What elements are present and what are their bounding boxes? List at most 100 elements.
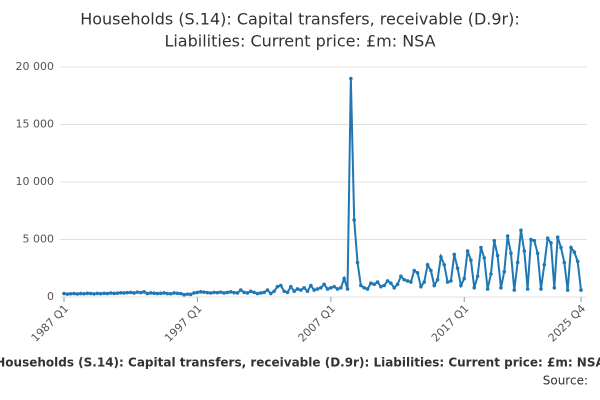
data-point: [399, 274, 403, 279]
data-point: [292, 289, 296, 294]
data-point: [452, 252, 457, 257]
data-point: [335, 287, 340, 291]
data-point: [432, 283, 437, 288]
data-point: [258, 291, 263, 295]
data-point: [228, 290, 233, 294]
data-point: [512, 288, 517, 292]
data-point: [295, 287, 300, 291]
data-point: [485, 287, 490, 291]
x-tick-label: 1987 Q1: [29, 302, 72, 345]
data-point: [218, 290, 223, 294]
data-point: [312, 288, 316, 292]
data-point: [402, 277, 407, 282]
data-point: [65, 292, 70, 296]
data-point: [429, 268, 433, 273]
data-point: [455, 266, 460, 271]
data-point: [272, 289, 276, 294]
data-point: [412, 268, 417, 273]
x-tick-label: 1997 Q1: [162, 302, 205, 345]
data-point: [305, 289, 310, 294]
data-point: [435, 277, 440, 282]
data-point: [542, 263, 547, 267]
data-point: [479, 245, 483, 250]
data-point: [459, 283, 463, 288]
data-point: [195, 290, 200, 295]
data-point: [75, 292, 80, 296]
y-tick-label: 20 000: [16, 60, 55, 73]
data-point: [325, 287, 330, 291]
data-point: [472, 286, 477, 290]
data-point: [469, 258, 473, 263]
data-point: [188, 292, 193, 297]
data-point: [419, 284, 423, 289]
data-point: [442, 263, 447, 267]
data-point: [238, 288, 243, 292]
data-point: [122, 291, 126, 295]
data-point: [138, 290, 143, 295]
data-point: [148, 291, 153, 295]
data-point: [315, 287, 320, 291]
data-point: [82, 291, 86, 296]
data-point: [329, 286, 333, 290]
data-point: [192, 291, 196, 295]
data-point: [389, 281, 393, 286]
data-point: [319, 286, 323, 290]
data-point: [445, 280, 450, 284]
data-point: [465, 249, 470, 253]
data-point: [415, 271, 420, 275]
data-point: [352, 218, 356, 222]
data-point: [152, 291, 156, 296]
data-point: [505, 234, 510, 238]
data-point: [118, 291, 123, 295]
data-point: [382, 283, 387, 288]
data-point: [499, 286, 503, 290]
data-point: [78, 291, 83, 296]
data-point: [525, 287, 530, 291]
data-point: [279, 283, 283, 288]
data-point: [285, 290, 290, 295]
data-point: [128, 290, 133, 295]
data-point: [522, 249, 527, 253]
data-point: [375, 280, 380, 284]
data-point: [405, 279, 410, 283]
data-point: [365, 287, 370, 291]
data-point: [559, 245, 563, 250]
data-point: [449, 279, 453, 283]
data-point: [409, 280, 413, 284]
data-point: [282, 289, 286, 294]
data-point: [132, 291, 136, 295]
data-point: [572, 250, 577, 254]
data-point: [108, 291, 113, 295]
data-point: [102, 291, 106, 296]
data-point: [562, 260, 567, 265]
data-point: [515, 260, 520, 265]
data-point: [135, 290, 140, 294]
data-point: [202, 290, 206, 294]
y-tick-label: 10 000: [16, 175, 55, 188]
data-point: [309, 283, 313, 288]
data-point: [269, 291, 273, 296]
data-point: [225, 290, 230, 295]
data-point: [549, 241, 553, 245]
data-point: [539, 287, 543, 291]
data-point: [265, 288, 270, 292]
data-point: [252, 290, 256, 295]
data-point: [495, 253, 500, 258]
data-point: [529, 237, 533, 242]
data-point: [248, 289, 253, 294]
data-point: [299, 288, 303, 292]
data-point: [439, 254, 443, 259]
chart-title: Liabilities: Current price: £m: NSA: [164, 32, 435, 51]
data-point: [372, 282, 377, 287]
data-point: [182, 292, 186, 297]
data-point: [322, 282, 326, 287]
data-point: [125, 290, 130, 295]
data-point: [185, 292, 190, 296]
data-point: [92, 292, 96, 296]
data-point: [555, 235, 560, 239]
data-point: [172, 291, 176, 295]
chart-title: Households (S.14): Capital transfers, re…: [80, 10, 520, 29]
data-point: [492, 238, 497, 243]
data-point: [215, 290, 220, 295]
x-tick-label: 2007 Q1: [296, 302, 339, 345]
